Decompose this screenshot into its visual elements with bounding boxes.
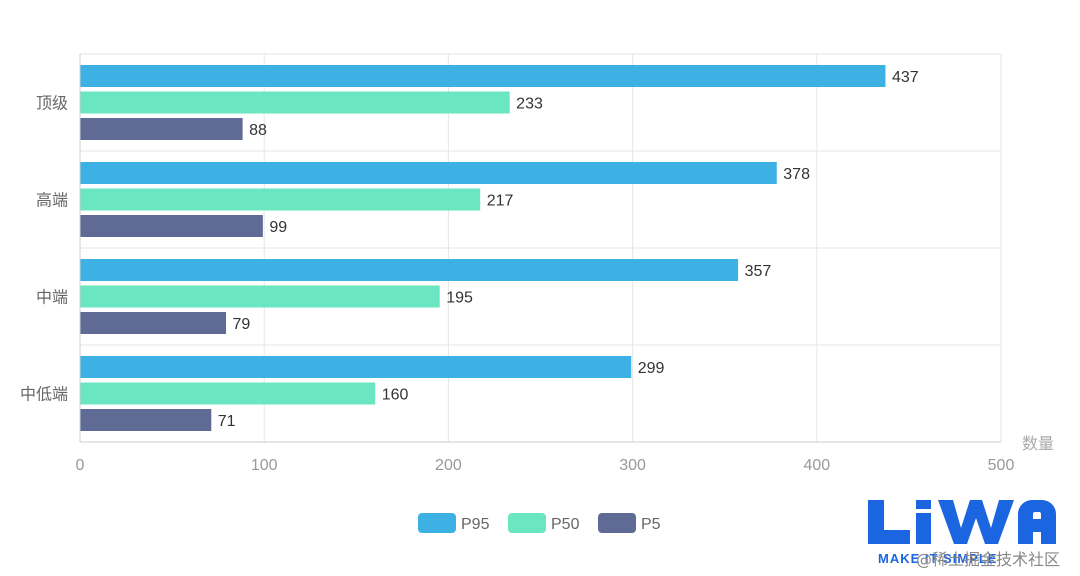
watermark-caption: @稀土掘金技术社区 [916,550,1060,569]
y-category-label: 中端 [36,288,68,307]
bar-p50[interactable] [80,188,481,211]
legend-swatch [418,513,456,533]
legend-item-p95[interactable]: P95 [418,513,490,533]
data-label: 79 [233,316,251,333]
bar-p50[interactable] [80,285,440,308]
legend-swatch [508,513,546,533]
logo-tagline: MAKE IT SIMPLE [878,551,997,566]
legend-item-p5[interactable]: P5 [598,513,661,533]
bar-p5[interactable] [80,118,243,140]
x-tick-label: 0 [76,457,85,474]
labels: 0 100 200 300 400 500 顶级 437 233 88 高端 378 217 99 中端 35… [20,69,1014,474]
legend-label: P50 [551,516,580,533]
y-category-label: 高端 [36,191,68,210]
data-label: 217 [487,193,514,210]
legend-label: P95 [461,516,490,533]
bar-p50[interactable] [80,91,510,114]
data-label: 378 [783,166,810,183]
logo-letters [868,500,1056,544]
bar-p5[interactable] [80,312,227,334]
legend[interactable]: P95 P50 P5 [418,513,661,533]
data-label: 437 [892,69,919,86]
data-label: 357 [745,263,772,280]
x-tick-label: 100 [251,457,278,474]
bar-p5[interactable] [80,409,212,431]
y-category-label: 中低端 [20,385,68,404]
x-tick-label: 300 [619,457,646,474]
data-label: 99 [269,219,287,236]
data-label: 233 [516,96,543,113]
watermark-logo: MAKE IT SIMPLE @稀土掘金技术社区 [868,500,1060,569]
x-tick-label: 400 [803,457,830,474]
bar-p95[interactable] [80,356,632,378]
legend-swatch [598,513,636,533]
x-tick-label: 500 [988,457,1015,474]
grid [79,53,1002,443]
data-label: 195 [446,290,473,307]
data-label: 160 [382,387,409,404]
bar-p5[interactable] [80,215,263,237]
x-axis-name: 数量 [1022,434,1054,453]
data-label: 299 [638,360,665,377]
bar-p95[interactable] [80,259,739,281]
legend-item-p50[interactable]: P50 [508,513,580,533]
x-tick-label: 200 [435,457,462,474]
bars [80,65,886,431]
bar-p95[interactable] [80,162,777,184]
data-label: 71 [218,413,236,430]
data-label: 88 [249,122,267,139]
bar-p95[interactable] [80,65,886,87]
y-category-label: 顶级 [36,94,68,113]
legend-label: P5 [641,516,661,533]
bar-p50[interactable] [80,382,376,405]
